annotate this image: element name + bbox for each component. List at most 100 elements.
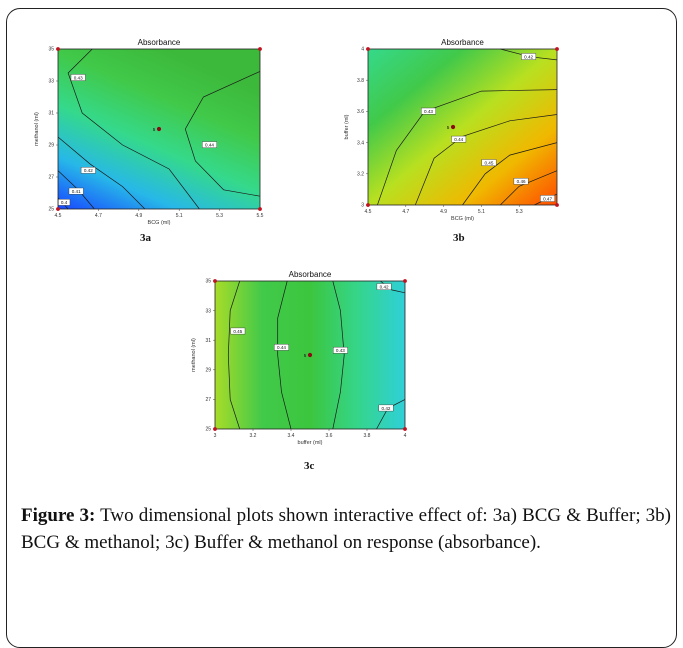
center-point-label: 5	[447, 125, 450, 130]
contour-line	[462, 142, 558, 206]
contour-label-box	[274, 343, 289, 351]
plot-frame	[214, 280, 406, 430]
contour-label: 0.45	[233, 329, 242, 334]
contour-plot-3c: Absorbance 0.45 0.44 0.43 0.42 0.42 3 3.2 3.4 3.6…	[191, 270, 407, 446]
contour-label: 0.42	[84, 168, 93, 173]
design-point	[403, 427, 407, 431]
panel-3b: Absorbance 0.42 0.43 0.44 0.45 0.46 0.47 4.5 4.7…	[336, 34, 568, 228]
x-tick-label: 4.5	[365, 209, 372, 215]
y-tick-label: 35	[205, 279, 211, 285]
design-point	[213, 279, 217, 283]
y-tick-label: 3.2	[357, 172, 364, 178]
x-tick-label: 5.5	[257, 213, 264, 219]
contour-label-box	[481, 159, 497, 166]
contour-label: 0.42	[524, 54, 533, 59]
y-tick-label: 4	[361, 47, 364, 53]
plot-frame	[57, 48, 261, 210]
contour-label: 0.44	[454, 137, 463, 142]
x-tick-label: 5.3	[516, 209, 523, 215]
contour-label-box	[540, 195, 555, 202]
x-tick-label: 4.7	[402, 209, 409, 215]
y-tick-label: 27	[205, 397, 211, 403]
contour-label: 0.43	[336, 348, 345, 353]
x-tick-label: 3.4	[288, 433, 295, 439]
x-axis-label: BCG (ml)	[148, 220, 171, 226]
contour-label-box	[378, 404, 394, 412]
y-tick-label: 35	[48, 47, 54, 53]
x-tick-label: 4.7	[95, 213, 102, 219]
design-point	[258, 207, 262, 211]
contour-line	[67, 48, 200, 210]
y-tick-label: 3.8	[357, 78, 364, 84]
contour-label-box	[80, 166, 96, 174]
plot-title: Absorbance	[441, 38, 484, 47]
contour-label: 0.43	[424, 109, 433, 114]
x-axis-label: buffer (ml)	[298, 440, 323, 446]
y-axis-label: methanol (ml)	[34, 112, 40, 146]
design-point	[555, 203, 559, 207]
x-tick-label: 3.8	[364, 433, 371, 439]
panel-label-3b: 3b	[453, 232, 465, 244]
contour-label: 0.42	[382, 406, 391, 411]
panel-3a: Absorbance 0.43 0.44 0.42 0.41 0.4 4.5 4.7 4.9 5.…	[26, 34, 276, 228]
contour-line	[57, 136, 146, 210]
y-tick-label: 33	[48, 79, 54, 85]
center-point	[156, 126, 162, 132]
plot-frame	[367, 48, 558, 206]
x-tick-label: 4.5	[55, 213, 62, 219]
contour-label: 0.47	[543, 196, 552, 201]
contour-line	[184, 71, 261, 197]
y-tick-label: 29	[205, 368, 211, 374]
contour-label: 0.46	[517, 179, 526, 184]
design-point	[366, 203, 370, 207]
plot-title: Absorbance	[138, 38, 181, 47]
contour-plot-3a: Absorbance 0.43 0.44 0.42 0.41 0.4 4.5 4.7 4.9 5.…	[34, 38, 264, 226]
contour-line	[500, 170, 558, 206]
design-point	[366, 47, 370, 51]
contour-label: 0.43	[74, 75, 83, 80]
contour-line	[227, 280, 241, 430]
contour-label: 0.41	[72, 189, 81, 194]
y-tick-label: 29	[48, 143, 54, 149]
contour-label-box	[451, 135, 467, 143]
x-axis-label: BCG (ml)	[451, 216, 474, 222]
contour-line	[332, 280, 345, 430]
contour-label-box	[513, 177, 529, 185]
contour-label: 0.45	[484, 160, 493, 165]
contour-label: 0.4	[61, 200, 68, 205]
y-tick-label: 3	[361, 203, 364, 209]
y-tick-label: 27	[48, 175, 54, 181]
x-tick-label: 4.9	[440, 209, 447, 215]
contour-label-box	[421, 107, 436, 115]
panel-label-3a: 3a	[140, 232, 151, 244]
design-point	[213, 427, 217, 431]
design-point	[403, 279, 407, 283]
y-tick-label: 31	[48, 111, 54, 117]
design-point	[258, 47, 262, 51]
contour-label: 0.44	[205, 143, 214, 148]
center-point-label: 5	[153, 127, 156, 132]
x-tick-label: 3.6	[326, 433, 333, 439]
panel-3c: Absorbance 0.45 0.44 0.43 0.42 0.42 3 3.2 3.4 3.6…	[182, 263, 414, 453]
plot-area	[368, 49, 557, 205]
x-tick-label: 5.1	[478, 209, 485, 215]
y-axis-label: buffer (ml)	[344, 114, 350, 139]
contour-label: 0.44	[277, 345, 286, 350]
x-tick-label: 4	[404, 433, 407, 439]
x-tick-label: 3.2	[250, 433, 257, 439]
x-tick-label: 4.9	[135, 213, 142, 219]
y-tick-label: 3.6	[357, 109, 364, 115]
contour-line	[277, 280, 292, 430]
plot-title: Absorbance	[289, 270, 332, 279]
panel-label-3c: 3c	[304, 460, 315, 472]
contour-label: 0.42	[380, 285, 389, 290]
y-axis-label: methanol (ml)	[191, 338, 197, 372]
center-point	[450, 124, 456, 130]
contour-label-box	[202, 141, 217, 148]
x-tick-label: 5.3	[216, 213, 223, 219]
contour-label-box	[376, 283, 392, 290]
design-point	[555, 47, 559, 51]
design-point	[56, 207, 60, 211]
caption-text: Two dimensional plots shown interactive …	[21, 505, 671, 553]
design-point	[56, 47, 60, 51]
